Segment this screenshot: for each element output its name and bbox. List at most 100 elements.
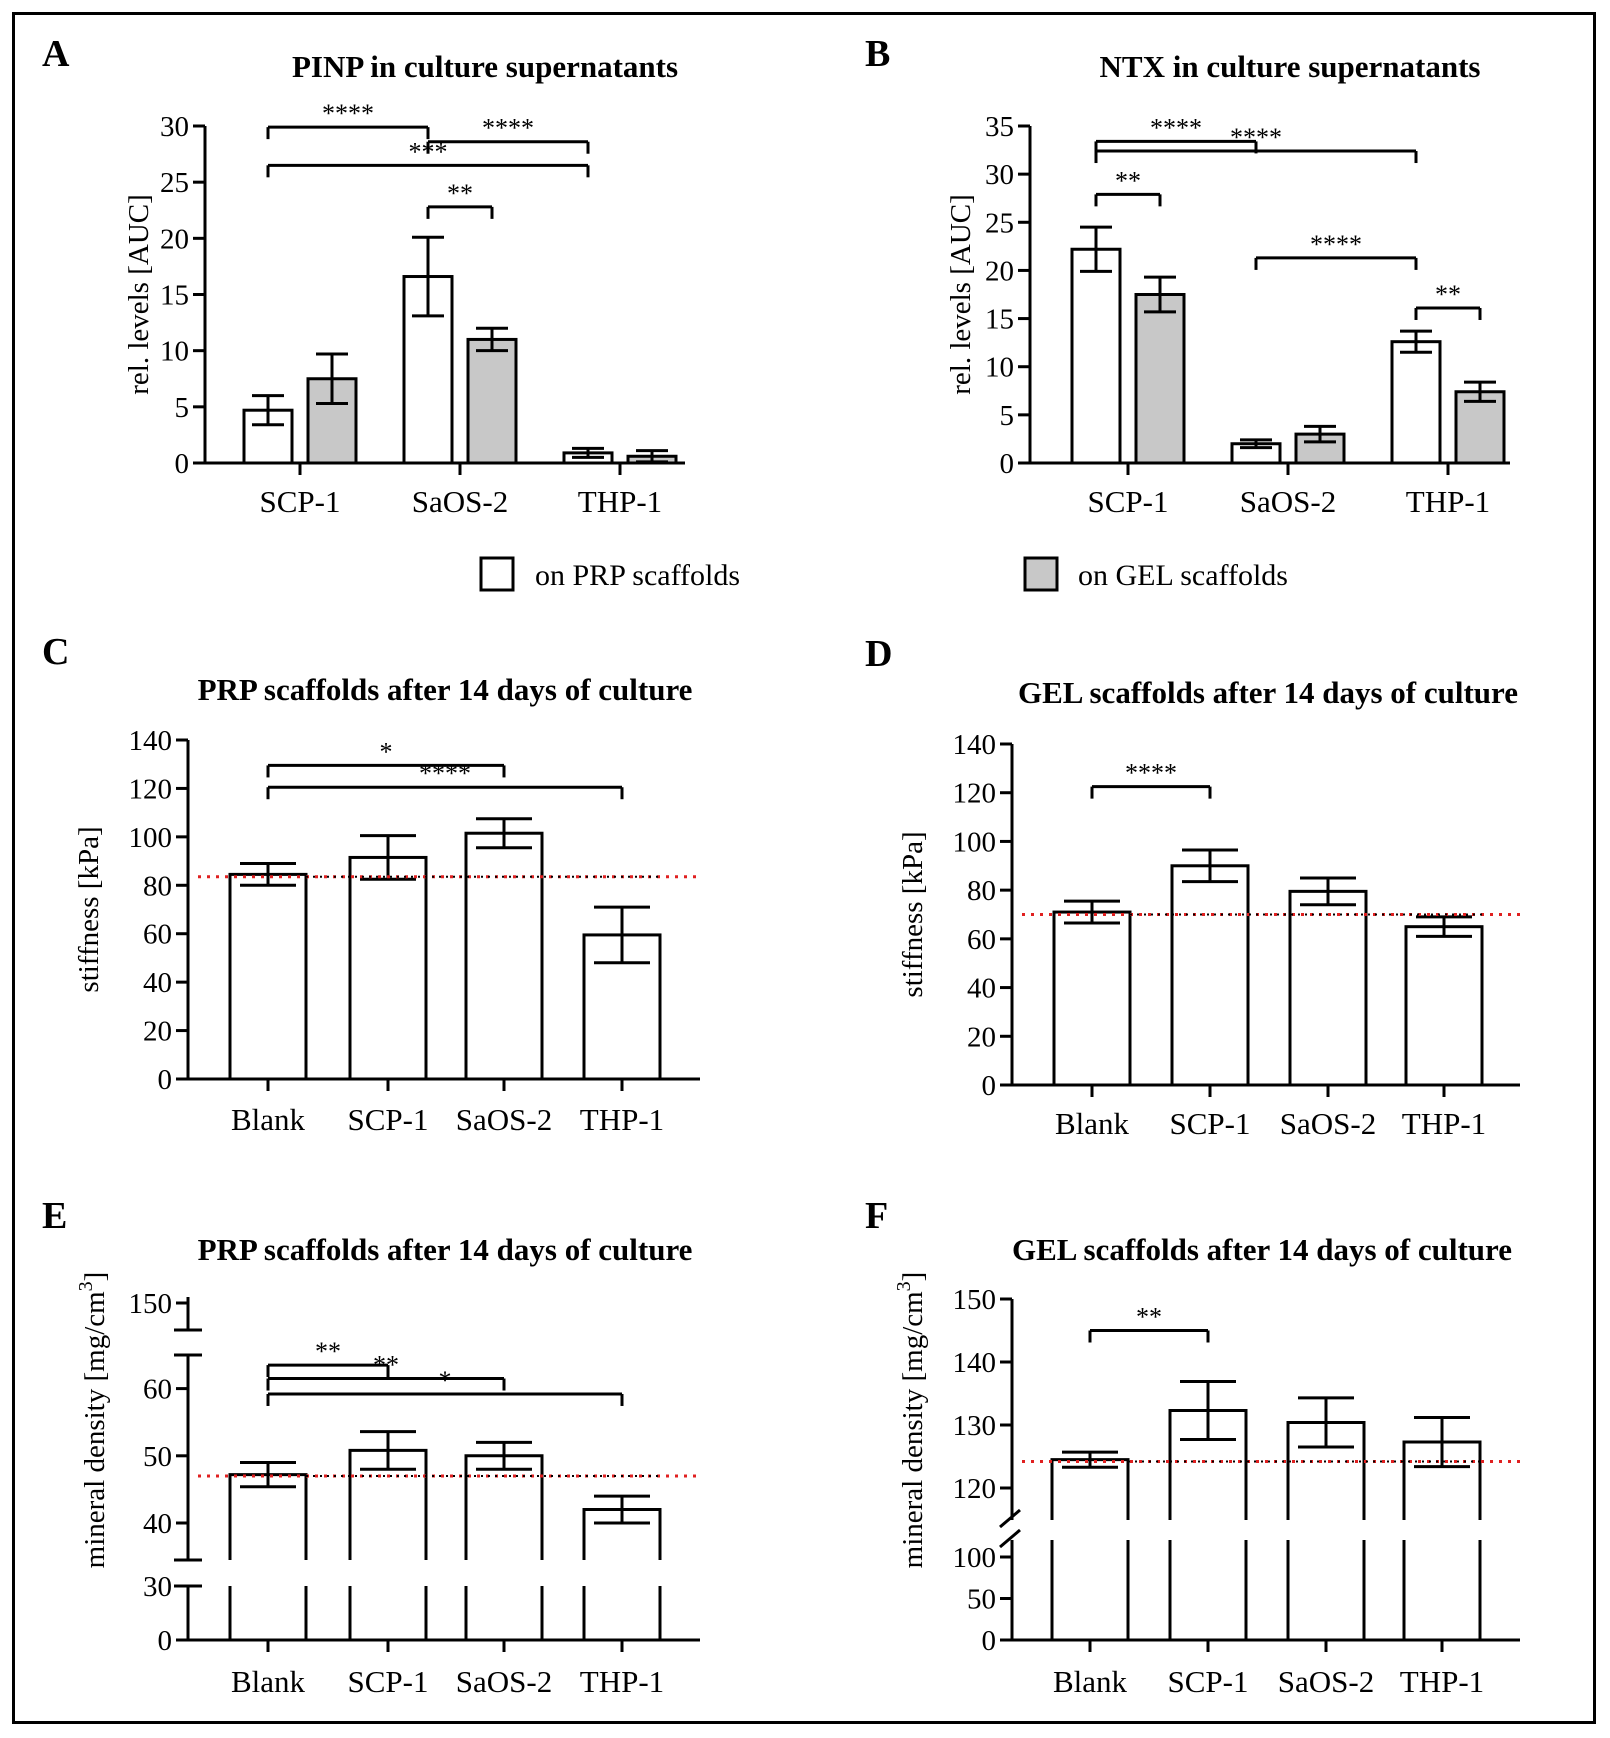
y-tick-label-A: 0 xyxy=(175,448,190,480)
significance-bracket-C: **** xyxy=(266,759,624,800)
x-category-label-B: THP-1 xyxy=(1406,484,1490,519)
y-tick-label-A: 25 xyxy=(160,167,189,199)
panel-label-C: C xyxy=(42,631,69,673)
significance-bracket-E: ** xyxy=(266,1337,390,1378)
x-category-label-D: Blank xyxy=(1055,1106,1130,1141)
error-bar-F xyxy=(1062,1450,1118,1469)
y-tick-label-B: 10 xyxy=(985,352,1014,384)
significance-stars: ** xyxy=(1435,280,1461,309)
y-tick-label-F: 130 xyxy=(953,1410,997,1442)
chart-title-B: NTX in culture supernatants xyxy=(1100,49,1481,84)
error-bar-B xyxy=(1240,438,1272,450)
bar-B-SCP-1-prp xyxy=(1070,247,1122,465)
bar-C-Blank xyxy=(228,872,308,1081)
y-axis-label-E: mineral density [mg/cm3] xyxy=(75,1272,111,1569)
x-category-label-C: SCP-1 xyxy=(348,1102,429,1137)
y-axis-label-text: mineral density [mg/cm xyxy=(897,1291,929,1568)
significance-bracket-B: **** xyxy=(1254,230,1418,270)
y-tick-label-F: 0 xyxy=(982,1625,997,1657)
y-tick-label-D: 140 xyxy=(953,729,997,761)
significance-bracket-F: ** xyxy=(1088,1303,1210,1343)
x-category-label-E: SaOS-2 xyxy=(456,1664,552,1699)
error-bar-B xyxy=(1144,275,1176,314)
y-tick-label-E: 150 xyxy=(129,1288,173,1320)
panel-label-F: F xyxy=(865,1195,888,1237)
y-tick-label-D: 120 xyxy=(953,778,997,810)
x-category-label-E: SCP-1 xyxy=(348,1664,429,1699)
y-tick-label-F: 100 xyxy=(953,1542,997,1574)
error-bar-D xyxy=(1064,899,1120,925)
y-tick-label-E: 40 xyxy=(143,1508,172,1540)
significance-stars: **** xyxy=(1150,113,1202,142)
y-axis-label-superscript: 3 xyxy=(75,1281,97,1291)
y-axis-label-F: mineral density [mg/cm3] xyxy=(893,1272,929,1569)
bar-E-SaOS-2 xyxy=(464,1454,544,1560)
x-category-label-A: THP-1 xyxy=(578,484,662,519)
y-tick-label-E: 50 xyxy=(143,1441,172,1473)
y-tick-label-B: 25 xyxy=(985,207,1014,239)
x-category-label-C: THP-1 xyxy=(580,1102,664,1137)
y-tick-label-B: 20 xyxy=(985,255,1014,287)
y-axis-label-text: rel. levels [AUC] xyxy=(123,194,155,395)
y-tick-label-D: 20 xyxy=(967,1021,996,1053)
y-tick-label-C: 0 xyxy=(158,1064,173,1096)
y-axis-label-text: rel. levels [AUC] xyxy=(945,194,977,395)
bar-D-SCP-1 xyxy=(1170,864,1250,1087)
significance-stars: * xyxy=(439,1366,452,1395)
error-bar-A xyxy=(252,394,284,427)
y-tick-label-B: 30 xyxy=(985,159,1014,191)
significance-bracket-E: * xyxy=(266,1366,624,1406)
bar-D-THP-1 xyxy=(1404,925,1484,1087)
x-category-label-C: Blank xyxy=(231,1102,306,1137)
significance-bracket-A: **** xyxy=(266,99,430,140)
x-category-label-E: Blank xyxy=(231,1664,306,1699)
panel-label-D: D xyxy=(865,633,892,675)
y-tick-label-D: 60 xyxy=(967,924,996,956)
y-tick-label-C: 120 xyxy=(129,773,173,805)
significance-bracket-A: *** xyxy=(266,137,590,178)
significance-stars: ** xyxy=(315,1337,341,1366)
error-bar-D xyxy=(1300,876,1356,907)
significance-stars: **** xyxy=(322,99,374,128)
bar-C-SCP-1 xyxy=(348,855,428,1081)
y-tick-label-A: 30 xyxy=(160,111,189,143)
bar-D-SaOS-2 xyxy=(1288,889,1368,1087)
error-bar-C xyxy=(240,861,296,887)
y-axis-label-D: stiffness [kPa] xyxy=(897,831,929,997)
y-axis-label-B: rel. levels [AUC] xyxy=(945,194,977,395)
chart-title-D: GEL scaffolds after 14 days of culture xyxy=(1018,675,1518,710)
y-tick-label-A: 20 xyxy=(160,223,189,255)
significance-bracket-A: **** xyxy=(426,114,590,154)
y-tick-label-E: 60 xyxy=(143,1374,172,1406)
x-category-label-D: SCP-1 xyxy=(1170,1106,1251,1141)
y-tick-label-C: 40 xyxy=(143,967,172,999)
significance-stars: **** xyxy=(1125,759,1177,788)
figure-frame xyxy=(12,12,1596,1724)
error-bar-F xyxy=(1298,1396,1354,1449)
panel-label-E: E xyxy=(42,1195,67,1237)
significance-bracket-D: **** xyxy=(1090,759,1212,799)
x-category-label-B: SaOS-2 xyxy=(1240,484,1336,519)
axis-break-mark-F xyxy=(999,1508,1021,1529)
y-tick-label-B: 15 xyxy=(985,304,1014,336)
bar-C-SaOS-2 xyxy=(464,831,544,1081)
significance-bracket-E: ** xyxy=(266,1351,506,1391)
x-category-label-E: THP-1 xyxy=(580,1664,664,1699)
y-axis-label-text: stiffness [kPa] xyxy=(73,826,105,992)
x-category-label-C: SaOS-2 xyxy=(456,1102,552,1137)
y-tick-label-A: 15 xyxy=(160,280,189,312)
bar-B-THP-1-gel xyxy=(1454,390,1506,465)
error-bar-A xyxy=(572,446,604,459)
y-tick-label-A: 10 xyxy=(160,336,189,368)
y-axis-label-end: ] xyxy=(897,1272,929,1282)
y-tick-label-E: 0 xyxy=(158,1625,173,1657)
panel-label-B: B xyxy=(865,33,890,75)
significance-stars: ** xyxy=(447,179,473,208)
x-category-label-F: SaOS-2 xyxy=(1278,1664,1374,1699)
y-tick-label-C: 60 xyxy=(143,919,172,951)
legend-prp-label: on PRP scaffolds xyxy=(535,559,740,592)
y-tick-label-C: 80 xyxy=(143,870,172,902)
error-bar-E xyxy=(240,1461,296,1489)
y-axis-label-C: stiffness [kPa] xyxy=(73,826,105,992)
error-bar-B xyxy=(1400,329,1432,354)
